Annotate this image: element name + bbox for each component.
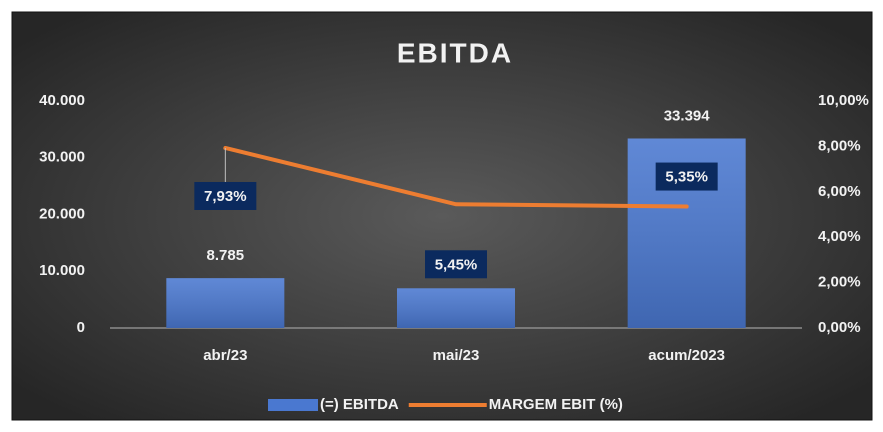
data-label: 7,93% — [204, 188, 247, 205]
y2-tick-label: 0,00% — [818, 319, 861, 336]
y-tick-label: 40.000 — [39, 92, 85, 109]
data-label: 8.785 — [207, 247, 245, 264]
bar-shade — [397, 288, 515, 328]
legend-label: (=) EBITDA — [320, 396, 399, 413]
y2-tick-label: 8,00% — [818, 137, 861, 154]
y-tick-label: 20.000 — [39, 205, 85, 222]
data-label: 5,35% — [665, 169, 708, 186]
y-tick-label: 10.000 — [39, 262, 85, 279]
data-label: 33.394 — [664, 107, 711, 124]
y2-tick-label: 6,00% — [818, 183, 861, 200]
y2-tick-label: 2,00% — [818, 274, 861, 291]
x-tick-label: acum/2023 — [648, 347, 725, 364]
y2-tick-label: 10,00% — [818, 92, 869, 109]
x-tick-label: abr/23 — [203, 347, 247, 364]
y2-tick-label: 4,00% — [818, 228, 861, 245]
x-tick-label: mai/23 — [433, 347, 480, 364]
data-label: 5,45% — [435, 256, 478, 273]
bar-shade — [166, 278, 285, 328]
legend-label: MARGEM EBIT (%) — [489, 396, 623, 413]
line — [223, 145, 689, 209]
legend-swatch — [268, 399, 318, 411]
y-tick-label: 0 — [77, 319, 85, 336]
chart-title: EBITDA — [397, 37, 513, 68]
data-label-box — [425, 250, 487, 279]
data-label-box — [655, 162, 718, 191]
data-label-box — [194, 181, 257, 210]
y-tick-label: 30.000 — [39, 149, 85, 166]
